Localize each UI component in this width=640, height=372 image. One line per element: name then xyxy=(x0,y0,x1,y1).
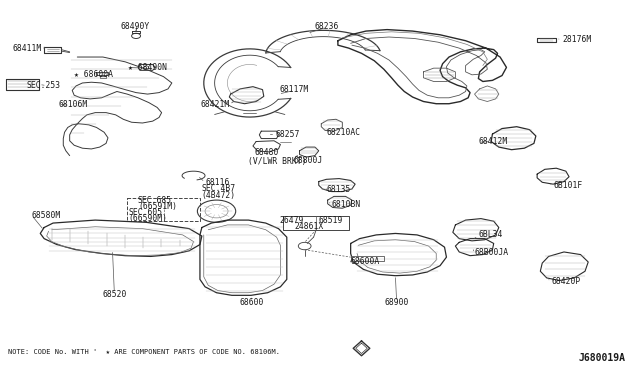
Text: SEC.685: SEC.685 xyxy=(138,196,172,205)
Text: 68600A: 68600A xyxy=(351,257,380,266)
Text: 28176M: 28176M xyxy=(563,35,592,44)
Text: (V/LWR BRKT): (V/LWR BRKT) xyxy=(248,157,307,166)
Text: 68490Y: 68490Y xyxy=(120,22,149,31)
Text: 68800J: 68800J xyxy=(293,155,323,164)
Text: J680019A: J680019A xyxy=(579,353,625,363)
Text: ★ 68600A: ★ 68600A xyxy=(74,70,113,79)
Text: 68411M: 68411M xyxy=(13,44,42,53)
Text: 68420P: 68420P xyxy=(551,277,580,286)
Text: 68519: 68519 xyxy=(318,216,342,225)
Text: 68106M: 68106M xyxy=(58,100,88,109)
Text: 26479: 26479 xyxy=(279,216,303,225)
Text: 68600: 68600 xyxy=(239,298,264,307)
Text: 6810BN: 6810BN xyxy=(332,200,361,209)
Text: SEC.253: SEC.253 xyxy=(26,81,60,90)
Text: 68135: 68135 xyxy=(326,185,351,194)
Text: 68580M: 68580M xyxy=(31,211,61,220)
Text: 68B00JA: 68B00JA xyxy=(474,248,509,257)
Text: 6B101F: 6B101F xyxy=(553,181,582,190)
Text: 68236: 68236 xyxy=(314,22,339,31)
Text: (66591M): (66591M) xyxy=(138,202,177,211)
Text: 68900: 68900 xyxy=(385,298,409,307)
Text: 24861X: 24861X xyxy=(294,222,324,231)
Text: NOTE: CODE No. WITH '  ★ ARE COMPONENT PARTS OF CODE NO. 68106M.: NOTE: CODE No. WITH ' ★ ARE COMPONENT PA… xyxy=(8,349,280,355)
Text: 68117M: 68117M xyxy=(280,85,309,94)
Text: 68520: 68520 xyxy=(102,290,127,299)
Text: 68480: 68480 xyxy=(255,148,279,157)
Text: SEC.4B7: SEC.4B7 xyxy=(202,185,236,193)
Text: (66590M): (66590M) xyxy=(129,214,168,223)
Text: 68257: 68257 xyxy=(275,129,300,139)
Text: 68210AC: 68210AC xyxy=(326,128,360,137)
Text: 68421M: 68421M xyxy=(200,100,229,109)
Text: 68116: 68116 xyxy=(205,178,229,187)
Text: 6BL34: 6BL34 xyxy=(478,230,503,240)
Text: SEC.605: SEC.605 xyxy=(129,208,163,217)
Text: ★ 68490N: ★ 68490N xyxy=(129,63,168,72)
Text: (4B472): (4B472) xyxy=(202,191,236,200)
Text: 68412M: 68412M xyxy=(478,137,508,146)
